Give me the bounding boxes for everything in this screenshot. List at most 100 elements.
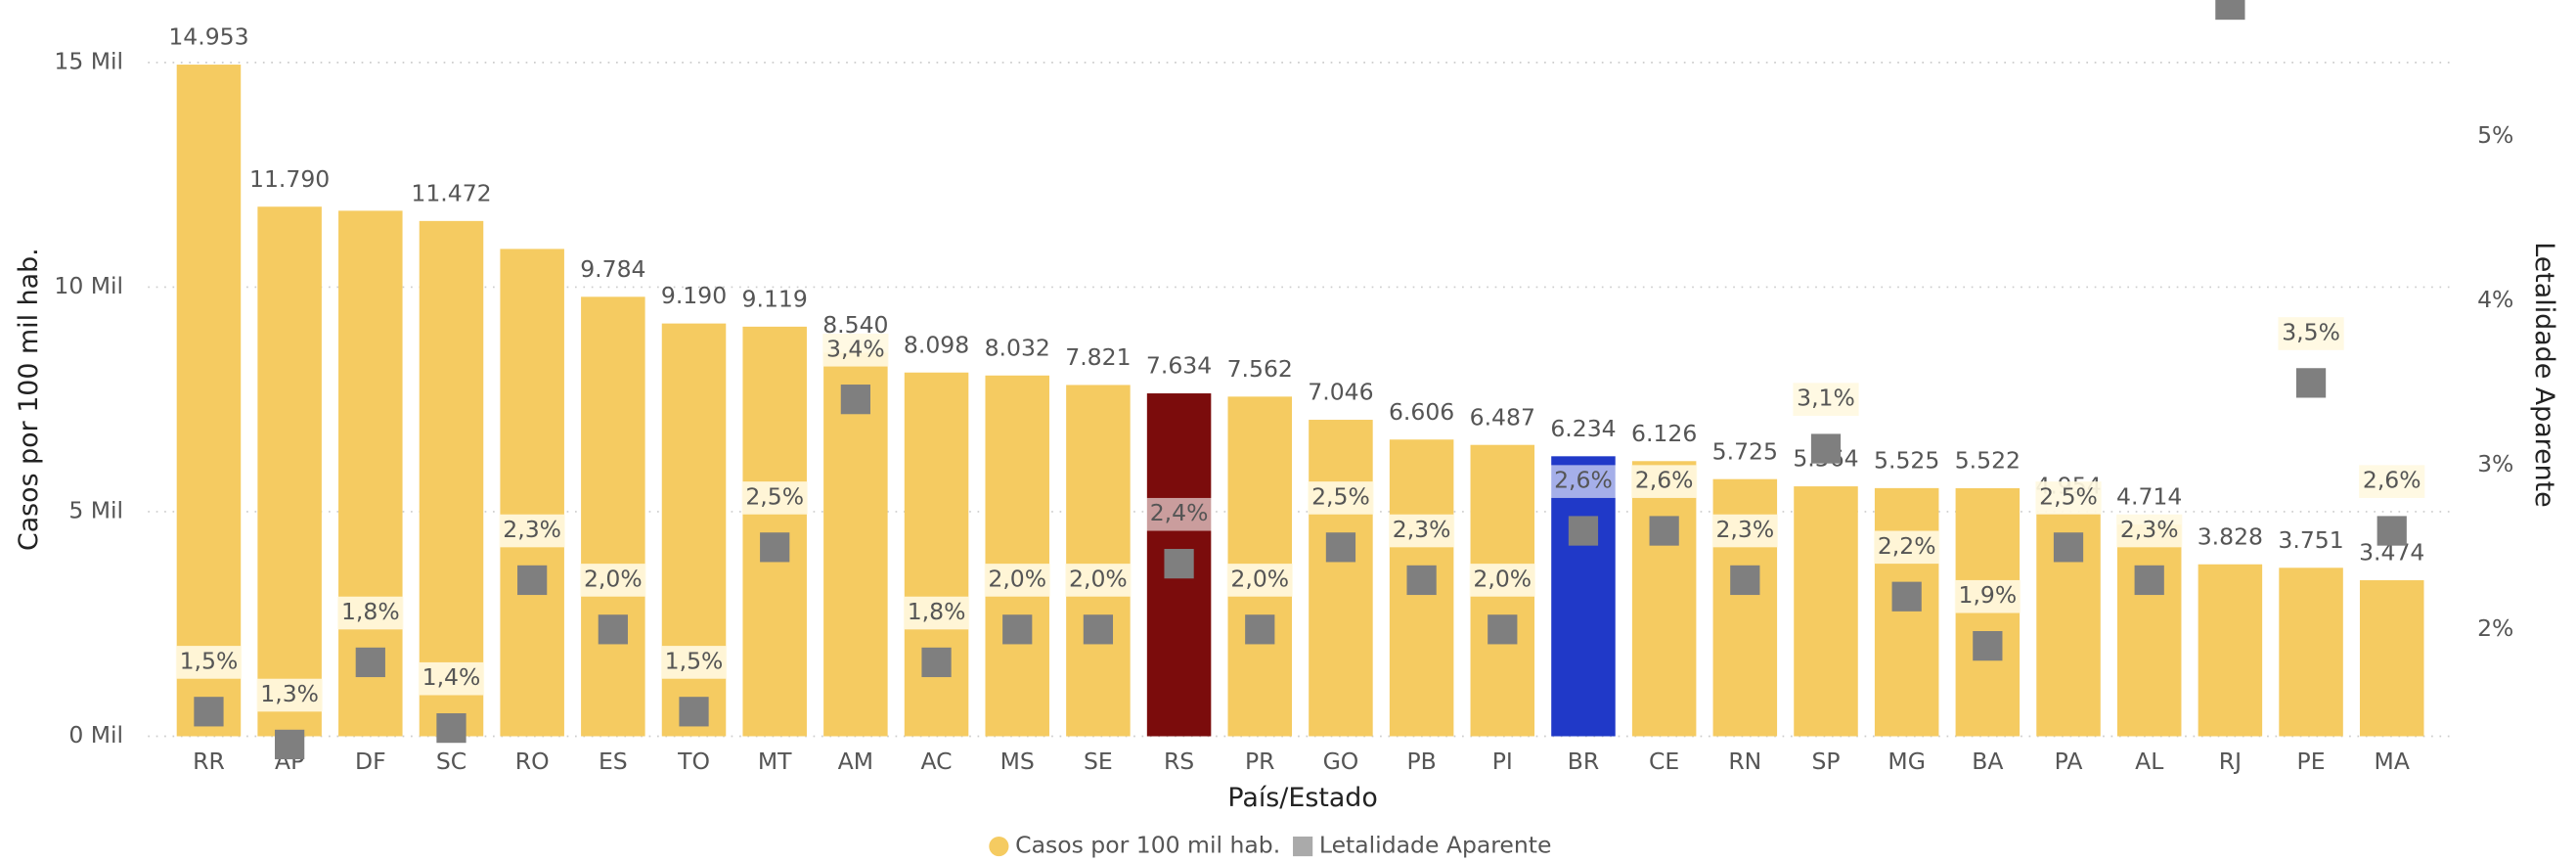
bar	[1794, 486, 1858, 737]
bar	[176, 65, 242, 737]
y-tick-label: 0 Mil	[68, 721, 123, 749]
label-background	[2116, 514, 2183, 548]
bar	[1066, 385, 1131, 737]
x-tick-label: MG	[1888, 748, 1925, 775]
x-tick-label: SE	[1084, 748, 1113, 775]
marker	[1164, 549, 1194, 579]
label-background	[1874, 530, 1940, 565]
bar-label: 4.714	[2116, 483, 2182, 511]
bar	[985, 375, 1049, 737]
marker	[1891, 581, 1922, 612]
marker-label: 2,0%	[1230, 565, 1289, 592]
x-tick-label: GO	[1323, 748, 1359, 775]
legend-label: Casos por 100 mil hab.	[1015, 832, 1280, 859]
bar	[581, 296, 645, 737]
marker-label: 3,4%	[826, 335, 885, 362]
x-tick-label: PR	[1245, 748, 1275, 775]
bar-label: 6.606	[1389, 398, 1454, 426]
y-tick-label: 10 Mil	[54, 272, 123, 299]
marker	[840, 385, 870, 415]
marker-label: 2,3%	[1715, 516, 1774, 543]
marker-label: 1,4%	[422, 663, 481, 691]
label-background	[1308, 481, 1374, 515]
bar-label: 7.046	[1308, 379, 1373, 406]
label-background	[2359, 465, 2425, 498]
marker-label: 1,5%	[665, 647, 724, 674]
x-tick-label: AC	[921, 748, 953, 775]
label-background	[1631, 465, 1698, 498]
marker	[1568, 516, 1599, 546]
marker	[1649, 516, 1679, 546]
marker-label: 2,5%	[2039, 482, 2098, 510]
label-background	[1793, 383, 1859, 416]
marker	[2376, 516, 2407, 546]
bar	[2359, 580, 2424, 737]
marker-label: 2,5%	[1311, 482, 1370, 510]
bar-label: 7.562	[1227, 355, 1293, 383]
bar	[1874, 487, 1939, 737]
x-tick-label: SP	[1811, 748, 1840, 775]
label-background	[1469, 564, 1535, 597]
bar-label: 6.126	[1631, 420, 1697, 447]
marker-label: 2,3%	[2120, 516, 2179, 543]
x-tick-label: PA	[2055, 748, 2083, 775]
marker-label: 2,3%	[503, 516, 561, 543]
marker-label: 1,8%	[341, 598, 400, 625]
bar-label: 14.953	[168, 23, 248, 51]
x-tick-label: CE	[1649, 748, 1679, 775]
marker	[1245, 614, 1275, 645]
bar-label: 6.487	[1470, 403, 1535, 431]
bar-label: 9.190	[661, 282, 727, 309]
marker	[679, 697, 709, 727]
marker	[194, 697, 224, 727]
bar	[742, 326, 807, 737]
marker	[1810, 433, 1842, 464]
label-background	[175, 646, 243, 679]
x-tick-label: RN	[1728, 748, 1761, 775]
bar-label: 7.634	[1146, 352, 1212, 380]
marker	[760, 532, 790, 563]
bar	[1631, 461, 1697, 737]
marker-label: 2,6%	[1554, 467, 1613, 494]
x-tick-label: MS	[1000, 748, 1035, 775]
bar-label: 7.821	[1065, 343, 1131, 371]
bar-label: 8.098	[904, 331, 969, 358]
x-tick-label: DF	[355, 748, 386, 775]
marker-label: 1,8%	[908, 598, 966, 625]
x-tick-label: BA	[1972, 748, 2003, 775]
bar-label: 11.790	[249, 165, 330, 193]
marker	[355, 647, 385, 678]
bar-label: 9.784	[580, 255, 645, 283]
y2-tick-label: 4%	[2477, 286, 2513, 313]
x-tick-label: MA	[2375, 748, 2410, 775]
label-background	[1065, 564, 1132, 597]
bar-label: 5.525	[1874, 446, 1939, 474]
legend-label: Letalidade Aparente	[1319, 832, 1552, 859]
marker	[1002, 614, 1033, 645]
marker-label: 2,6%	[2363, 467, 2421, 494]
marker	[1325, 532, 1356, 563]
marker-label: 2,5%	[745, 482, 804, 510]
x-tick-label: AL	[2135, 748, 2163, 775]
marker-label: 2,0%	[988, 565, 1046, 592]
bar	[1309, 420, 1373, 737]
marker	[2134, 565, 2164, 596]
x-tick-label: RO	[515, 748, 550, 775]
label-background	[2035, 481, 2102, 515]
x-tick-label: RJ	[2219, 748, 2242, 775]
marker-label: 1,3%	[260, 680, 319, 707]
marker-label: 3,5%	[2282, 318, 2340, 345]
x-tick-label: PE	[2297, 748, 2326, 775]
bar	[2198, 564, 2263, 737]
marker-label: 1,5%	[180, 647, 239, 674]
x-tick-label: TO	[677, 748, 710, 775]
marker-label: 1,9%	[1959, 581, 2018, 609]
label-background	[984, 564, 1050, 597]
marker	[2295, 368, 2327, 398]
marker	[1973, 631, 2003, 661]
marker	[1730, 565, 1760, 596]
label-background	[1389, 514, 1455, 548]
bar	[1551, 456, 1616, 737]
marker	[921, 647, 952, 678]
